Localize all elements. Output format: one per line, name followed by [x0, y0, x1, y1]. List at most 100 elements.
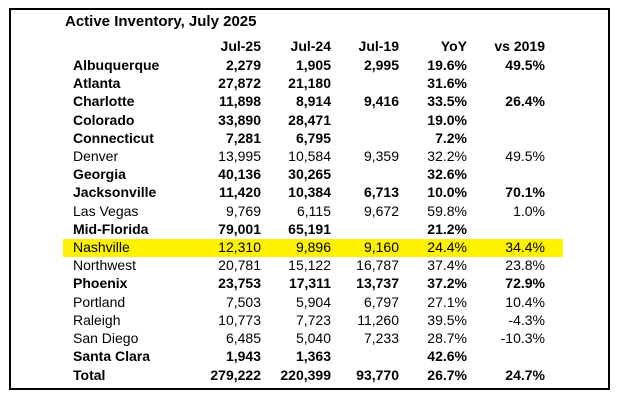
cell-jul-24: 10,584 — [288, 148, 331, 164]
row-label: Raleigh — [73, 311, 121, 328]
row-label: Mid-Florida — [73, 220, 149, 237]
cell-jul-25: 11,420 — [218, 184, 261, 201]
row-label: Santa Clara — [73, 348, 151, 365]
row-label: Jacksonville — [73, 184, 157, 201]
row-label: Atlanta — [73, 75, 121, 92]
cell-jul-24: 15,122 — [288, 257, 331, 274]
cell-jul-19: 7,233 — [363, 330, 399, 346]
cell-jul-25: 9,769 — [225, 202, 261, 219]
cell-vs-2019: 23.8% — [505, 257, 545, 274]
cell-vs-2019: 26.4% — [505, 93, 545, 110]
cell-jul-24: 30,265 — [288, 166, 331, 183]
cell-yoy: 59.8% — [427, 202, 467, 219]
cell-yoy: 10.0% — [427, 184, 467, 201]
cell-jul-25: 79,001 — [218, 220, 261, 237]
header-vs-2019: vs 2019 — [494, 38, 545, 54]
cell-yoy: 19.6% — [427, 57, 467, 73]
cell-yoy: 37.4% — [427, 257, 467, 274]
cell-jul-25: 7,503 — [225, 293, 261, 310]
cell-jul-24: 65,191 — [288, 220, 331, 237]
cell-yoy: 7.2% — [435, 129, 467, 146]
total-jul-25: 279,222 — [210, 367, 261, 383]
cell-jul-24: 6,115 — [297, 202, 331, 219]
row-label: Northwest — [73, 257, 137, 274]
cell-jul-25: 40,136 — [218, 166, 261, 183]
cell-jul-19: 9,160 — [363, 239, 399, 255]
cell-jul-25: 6,485 — [225, 330, 261, 346]
row-label: Colorado — [73, 111, 135, 128]
cell-yoy: 21.2% — [427, 220, 467, 237]
cell-jul-19: 2,995 — [363, 57, 399, 73]
header-yoy: YoY — [440, 38, 467, 54]
table-title: Active Inventory, July 2025 — [65, 13, 257, 30]
table-row: Charlotte 11,898 8,914 9,416 33.5% 26.4% — [0, 92, 622, 110]
cell-jul-19: 11,260 — [357, 311, 399, 328]
table-frame — [9, 8, 610, 390]
row-label: Nashville — [73, 239, 130, 255]
cell-jul-25: 11,898 — [218, 93, 261, 110]
cell-jul-25: 2,279 — [225, 57, 261, 73]
cell-jul-24: 28,471 — [288, 111, 331, 128]
total-label: Total — [73, 367, 106, 383]
cell-jul-25: 1,943 — [225, 348, 261, 365]
cell-jul-24: 1,363 — [295, 348, 331, 365]
cell-yoy: 39.5% — [427, 311, 467, 328]
cell-jul-19: 9,359 — [363, 148, 399, 164]
header-row: Jul-25 Jul-24 Jul-19 YoY vs 2019 — [0, 37, 622, 55]
cell-jul-25: 33,890 — [218, 111, 261, 128]
cell-jul-24: 6,795 — [295, 129, 331, 146]
cell-yoy: 32.2% — [427, 148, 467, 164]
total-row: Total 279,222 220,399 93,770 26.7% 24.7% — [0, 366, 622, 384]
table-row: Portland 7,503 5,904 6,797 27.1% 10.4% — [0, 293, 622, 311]
row-label: Georgia — [73, 166, 126, 183]
cell-jul-25: 20,781 — [218, 257, 261, 274]
table-row: Albuquerque 2,279 1,905 2,995 19.6% 49.5% — [0, 56, 622, 74]
cell-jul-24: 9,896 — [295, 239, 331, 255]
table-row: Atlanta 27,872 21,180 31.6% — [0, 74, 622, 92]
cell-jul-25: 10,773 — [218, 311, 261, 328]
cell-vs-2019: 49.5% — [505, 57, 545, 73]
cell-jul-25: 27,872 — [218, 75, 261, 92]
table-row: Mid-Florida 79,001 65,191 21.2% — [0, 220, 622, 238]
header-jul-25: Jul-25 — [220, 38, 261, 54]
row-label: Connecticut — [73, 129, 154, 146]
cell-jul-19: 6,713 — [363, 184, 399, 201]
cell-vs-2019: 34.4% — [505, 239, 545, 255]
cell-jul-25: 23,753 — [218, 275, 261, 292]
table-row: Georgia 40,136 30,265 32.6% — [0, 165, 622, 183]
table-row: Raleigh 10,773 7,723 11,260 39.5% -4.3% — [0, 311, 622, 329]
cell-jul-24: 5,904 — [295, 293, 331, 310]
cell-jul-24: 7,723 — [295, 311, 331, 328]
cell-yoy: 31.6% — [427, 75, 467, 92]
header-jul-24: Jul-24 — [290, 38, 331, 54]
cell-yoy: 32.6% — [427, 166, 467, 183]
table-row: Phoenix 23,753 17,311 13,737 37.2% 72.9% — [0, 274, 622, 292]
table-row: Nashville 12,310 9,896 9,160 24.4% 34.4% — [0, 238, 622, 256]
cell-jul-19: 6,797 — [363, 293, 399, 310]
cell-yoy: 24.4% — [427, 239, 467, 255]
table-row: Connecticut 7,281 6,795 7.2% — [0, 129, 622, 147]
cell-vs-2019: 72.9% — [505, 275, 545, 292]
cell-vs-2019: 49.5% — [505, 148, 545, 164]
cell-jul-19: 13,737 — [356, 275, 399, 292]
cell-jul-24: 1,905 — [295, 57, 331, 73]
cell-yoy: 37.2% — [427, 275, 467, 292]
cell-jul-19: 16,787 — [356, 257, 399, 274]
table-row: Northwest 20,781 15,122 16,787 37.4% 23.8% — [0, 256, 622, 274]
cell-vs-2019: 1.0% — [513, 202, 545, 219]
table-row: Denver 13,995 10,584 9,359 32.2% 49.5% — [0, 147, 622, 165]
table-row: Las Vegas 9,769 6,115 9,672 59.8% 1.0% — [0, 202, 622, 220]
row-highlight — [63, 239, 563, 257]
total-jul-19: 93,770 — [356, 367, 399, 383]
row-label: Albuquerque — [73, 57, 160, 73]
cell-vs-2019: 70.1% — [505, 184, 545, 201]
total-yoy: 26.7% — [427, 367, 467, 383]
row-label: San Diego — [73, 330, 139, 346]
cell-yoy: 28.7% — [427, 330, 467, 346]
cell-jul-19: 9,416 — [363, 93, 399, 110]
cell-jul-25: 13,995 — [218, 148, 261, 164]
cell-jul-24: 8,914 — [295, 93, 331, 110]
cell-vs-2019: 10.4% — [505, 293, 545, 310]
cell-vs-2019: -4.3% — [508, 311, 545, 328]
row-label: Phoenix — [73, 275, 128, 292]
